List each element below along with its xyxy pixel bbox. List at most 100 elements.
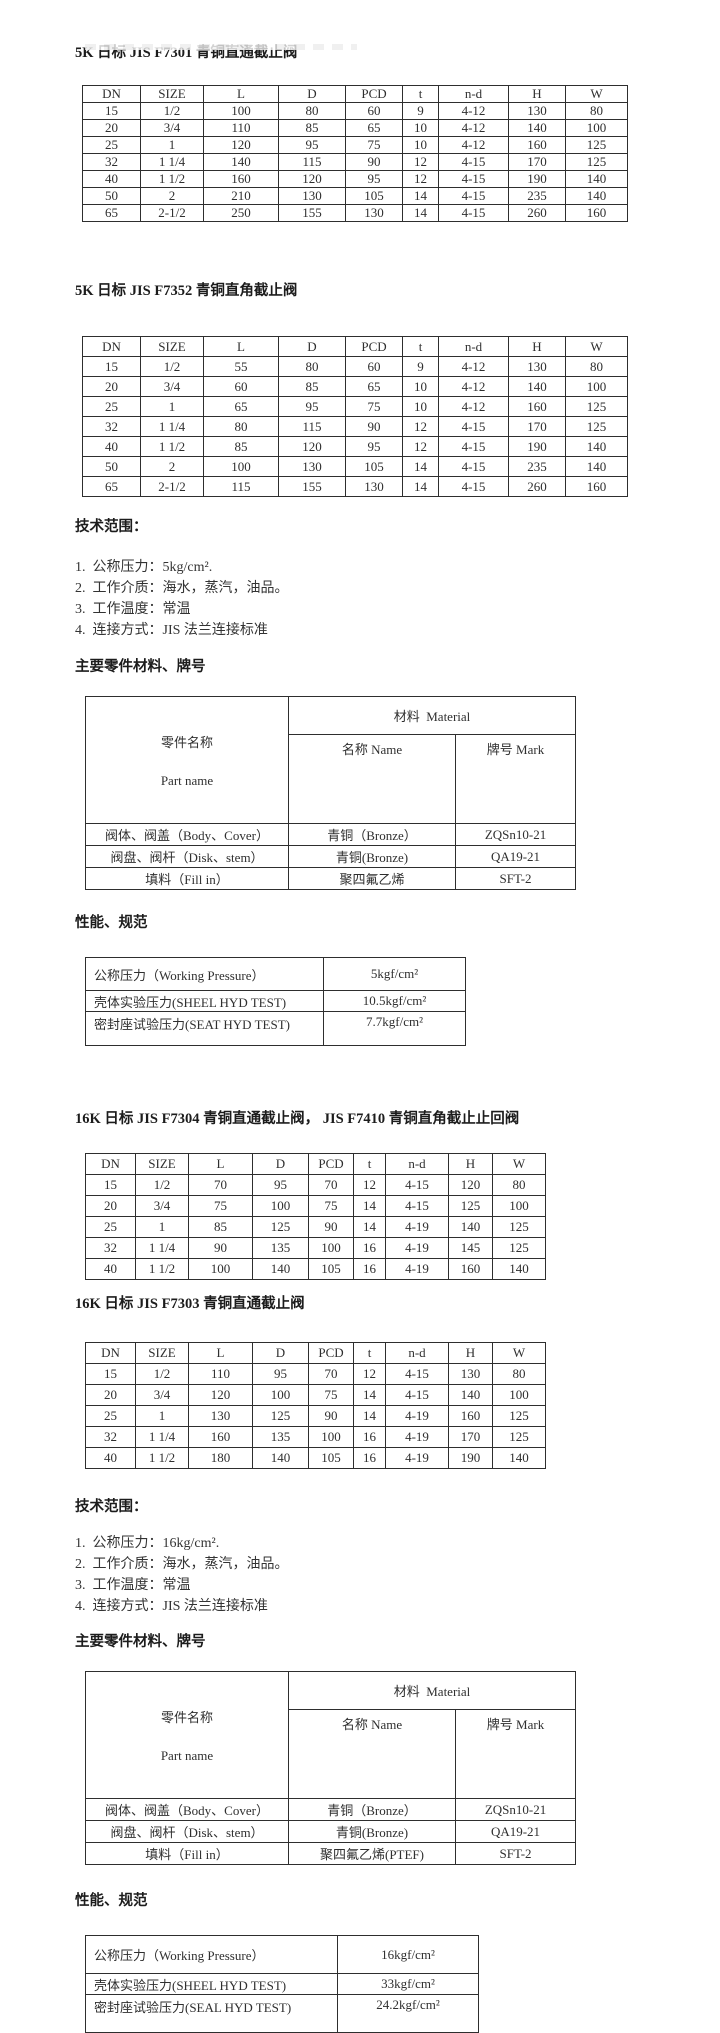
column-header: H <box>448 1342 493 1364</box>
clipped-text-remnant <box>85 44 357 50</box>
column-header: SIZE <box>135 1153 189 1175</box>
table-cell: 16 <box>353 1258 386 1280</box>
table-cell: 100 <box>188 1258 253 1280</box>
table-row: 阀盘、阀杆（Disk、stem） 青铜(Bronze) QA19-21 <box>85 1820 577 1843</box>
table-cell: 聚四氟乙烯(PTEF) <box>288 1842 456 1865</box>
table-header-row: 零件名称 Part name 材料 Material <box>85 696 577 824</box>
table-cell: 24.2kgf/cm² <box>337 1994 479 2033</box>
table-cell: 4-12 <box>438 376 509 397</box>
table-cell: 青铜（Bronze） <box>288 823 456 846</box>
table-cell: 105 <box>308 1258 354 1280</box>
table-row: 20 3/4 110 85 65 10 4-12 140 100 <box>82 119 628 137</box>
table-header-row: 零件名称 Part name 材料 Material <box>85 1671 577 1799</box>
material-name-header: 名称 Name <box>288 1708 456 1800</box>
table-cell: QA19-21 <box>454 1820 577 1843</box>
table-cell: 80 <box>492 1363 546 1385</box>
table-cell: 130 <box>278 187 346 205</box>
table-cell: 1/2 <box>140 356 204 377</box>
table-cell: SFT-2 <box>454 867 577 890</box>
table-row: 25 1 65 95 75 10 4-12 160 125 <box>82 396 628 417</box>
table-cell: 120 <box>278 170 346 188</box>
table-cell: 1 1/2 <box>135 1258 189 1280</box>
table-row: 25 1 120 95 75 10 4-12 160 125 <box>82 136 628 154</box>
table-cell: 55 <box>203 356 279 377</box>
table-cell: 105 <box>345 187 403 205</box>
table-cell: 2-1/2 <box>140 476 204 497</box>
table-cell: 155 <box>278 476 346 497</box>
table-cell: 130 <box>448 1363 493 1385</box>
table-cell: 3/4 <box>140 376 204 397</box>
column-header: SIZE <box>140 85 204 103</box>
table-cell: 10 <box>402 136 439 154</box>
column-header: H <box>448 1153 493 1175</box>
table-cell: 2-1/2 <box>140 204 204 222</box>
table-cell: 140 <box>565 187 628 205</box>
table-cell: 100 <box>565 119 628 137</box>
table-cell: 160 <box>448 1258 493 1280</box>
list-item: 2. 工作介质：海水，蒸汽，油品。 <box>75 581 289 596</box>
table-cell: 180 <box>188 1447 253 1469</box>
table-row: 50 2 100 130 105 14 4-15 235 140 <box>82 456 628 477</box>
table-cell: 110 <box>188 1363 253 1385</box>
section-title-f7303: 16K 日标 JIS F7303 青铜直通截止阀 <box>75 1296 305 1312</box>
table-cell: 140 <box>565 436 628 457</box>
table-cell: 4-12 <box>438 356 509 377</box>
table-cell: 100 <box>308 1426 354 1448</box>
column-header: D <box>252 1153 309 1175</box>
table-cell: 60 <box>345 102 403 120</box>
table-cell: 160 <box>565 204 628 222</box>
column-header: n-d <box>438 336 509 357</box>
table-cell: 90 <box>308 1216 354 1238</box>
table-cell: 7.7kgf/cm² <box>323 1011 466 1046</box>
table-cell: 12 <box>402 170 439 188</box>
column-header: H <box>508 85 566 103</box>
section-title-f7352: 5K 日标 JIS F7352 青铜直角截止阀 <box>75 283 298 299</box>
table-row: 15 1/2 55 80 60 9 4-12 130 80 <box>82 356 628 377</box>
table-cell: 10 <box>402 376 439 397</box>
table-cell: 14 <box>353 1195 386 1217</box>
column-header: L <box>188 1153 253 1175</box>
table-cell: 105 <box>345 456 403 477</box>
table-cell: 130 <box>278 456 346 477</box>
material-name-header: 名称 Name <box>288 733 456 825</box>
tech-scope-list-1: 1. 公称压力：5kg/cm². 2. 工作介质：海水，蒸汽，油品。 3. 工作… <box>75 557 675 641</box>
table-cell: 125 <box>252 1216 309 1238</box>
table-cell: 阀盘、阀杆（Disk、stem） <box>85 845 289 868</box>
table-cell: 25 <box>82 136 141 154</box>
table-cell: 75 <box>308 1384 354 1406</box>
table-cell: 235 <box>508 456 566 477</box>
table-cell: 75 <box>345 396 403 417</box>
part-name-zh-label: 零件名称 <box>160 735 213 750</box>
table-cell: 14 <box>402 187 439 205</box>
table-cell: 4-12 <box>438 396 509 417</box>
table-cell: 15 <box>85 1363 136 1385</box>
table-cell: 105 <box>308 1447 354 1469</box>
table-cell: 9 <box>402 356 439 377</box>
column-header: W <box>565 336 628 357</box>
table-cell: 100 <box>308 1237 354 1259</box>
column-header: DN <box>85 1342 136 1364</box>
table-cell: 170 <box>448 1426 493 1448</box>
materials-heading-1: 主要零件材料、牌号 <box>75 659 206 675</box>
table-cell: 青铜（Bronze） <box>288 1798 456 1821</box>
table-cell: 160 <box>203 170 279 188</box>
table-cell: 260 <box>508 476 566 497</box>
table-row: 40 1 1/2 85 120 95 12 4-15 190 140 <box>82 436 628 457</box>
table-cell: 60 <box>203 376 279 397</box>
table-cell: 15 <box>82 102 141 120</box>
table-row: 65 2-1/2 250 155 130 14 4-15 260 160 <box>82 204 628 222</box>
table-cell: 4-15 <box>438 476 509 497</box>
table-cell: 4-19 <box>385 1216 449 1238</box>
table-cell: 115 <box>203 476 279 497</box>
column-header: DN <box>85 1153 136 1175</box>
table-cell: 40 <box>85 1258 136 1280</box>
dimensions-table-f7304: DN SIZE L D PCD t n-d H W 15 1/2 70 95 70 12 4-15 120 80… <box>85 1153 546 1280</box>
table-cell: 130 <box>345 476 403 497</box>
table-cell: 4-15 <box>385 1195 449 1217</box>
table-row: 15 1/2 70 95 70 12 4-15 120 80 <box>85 1174 546 1196</box>
table-cell: 填料（Fill in） <box>85 1842 289 1865</box>
table-cell: 75 <box>308 1195 354 1217</box>
table-cell: 140 <box>565 170 628 188</box>
table-cell: 12 <box>402 153 439 171</box>
table-header-row: DN SIZE L D PCD t n-d H W <box>82 336 628 357</box>
